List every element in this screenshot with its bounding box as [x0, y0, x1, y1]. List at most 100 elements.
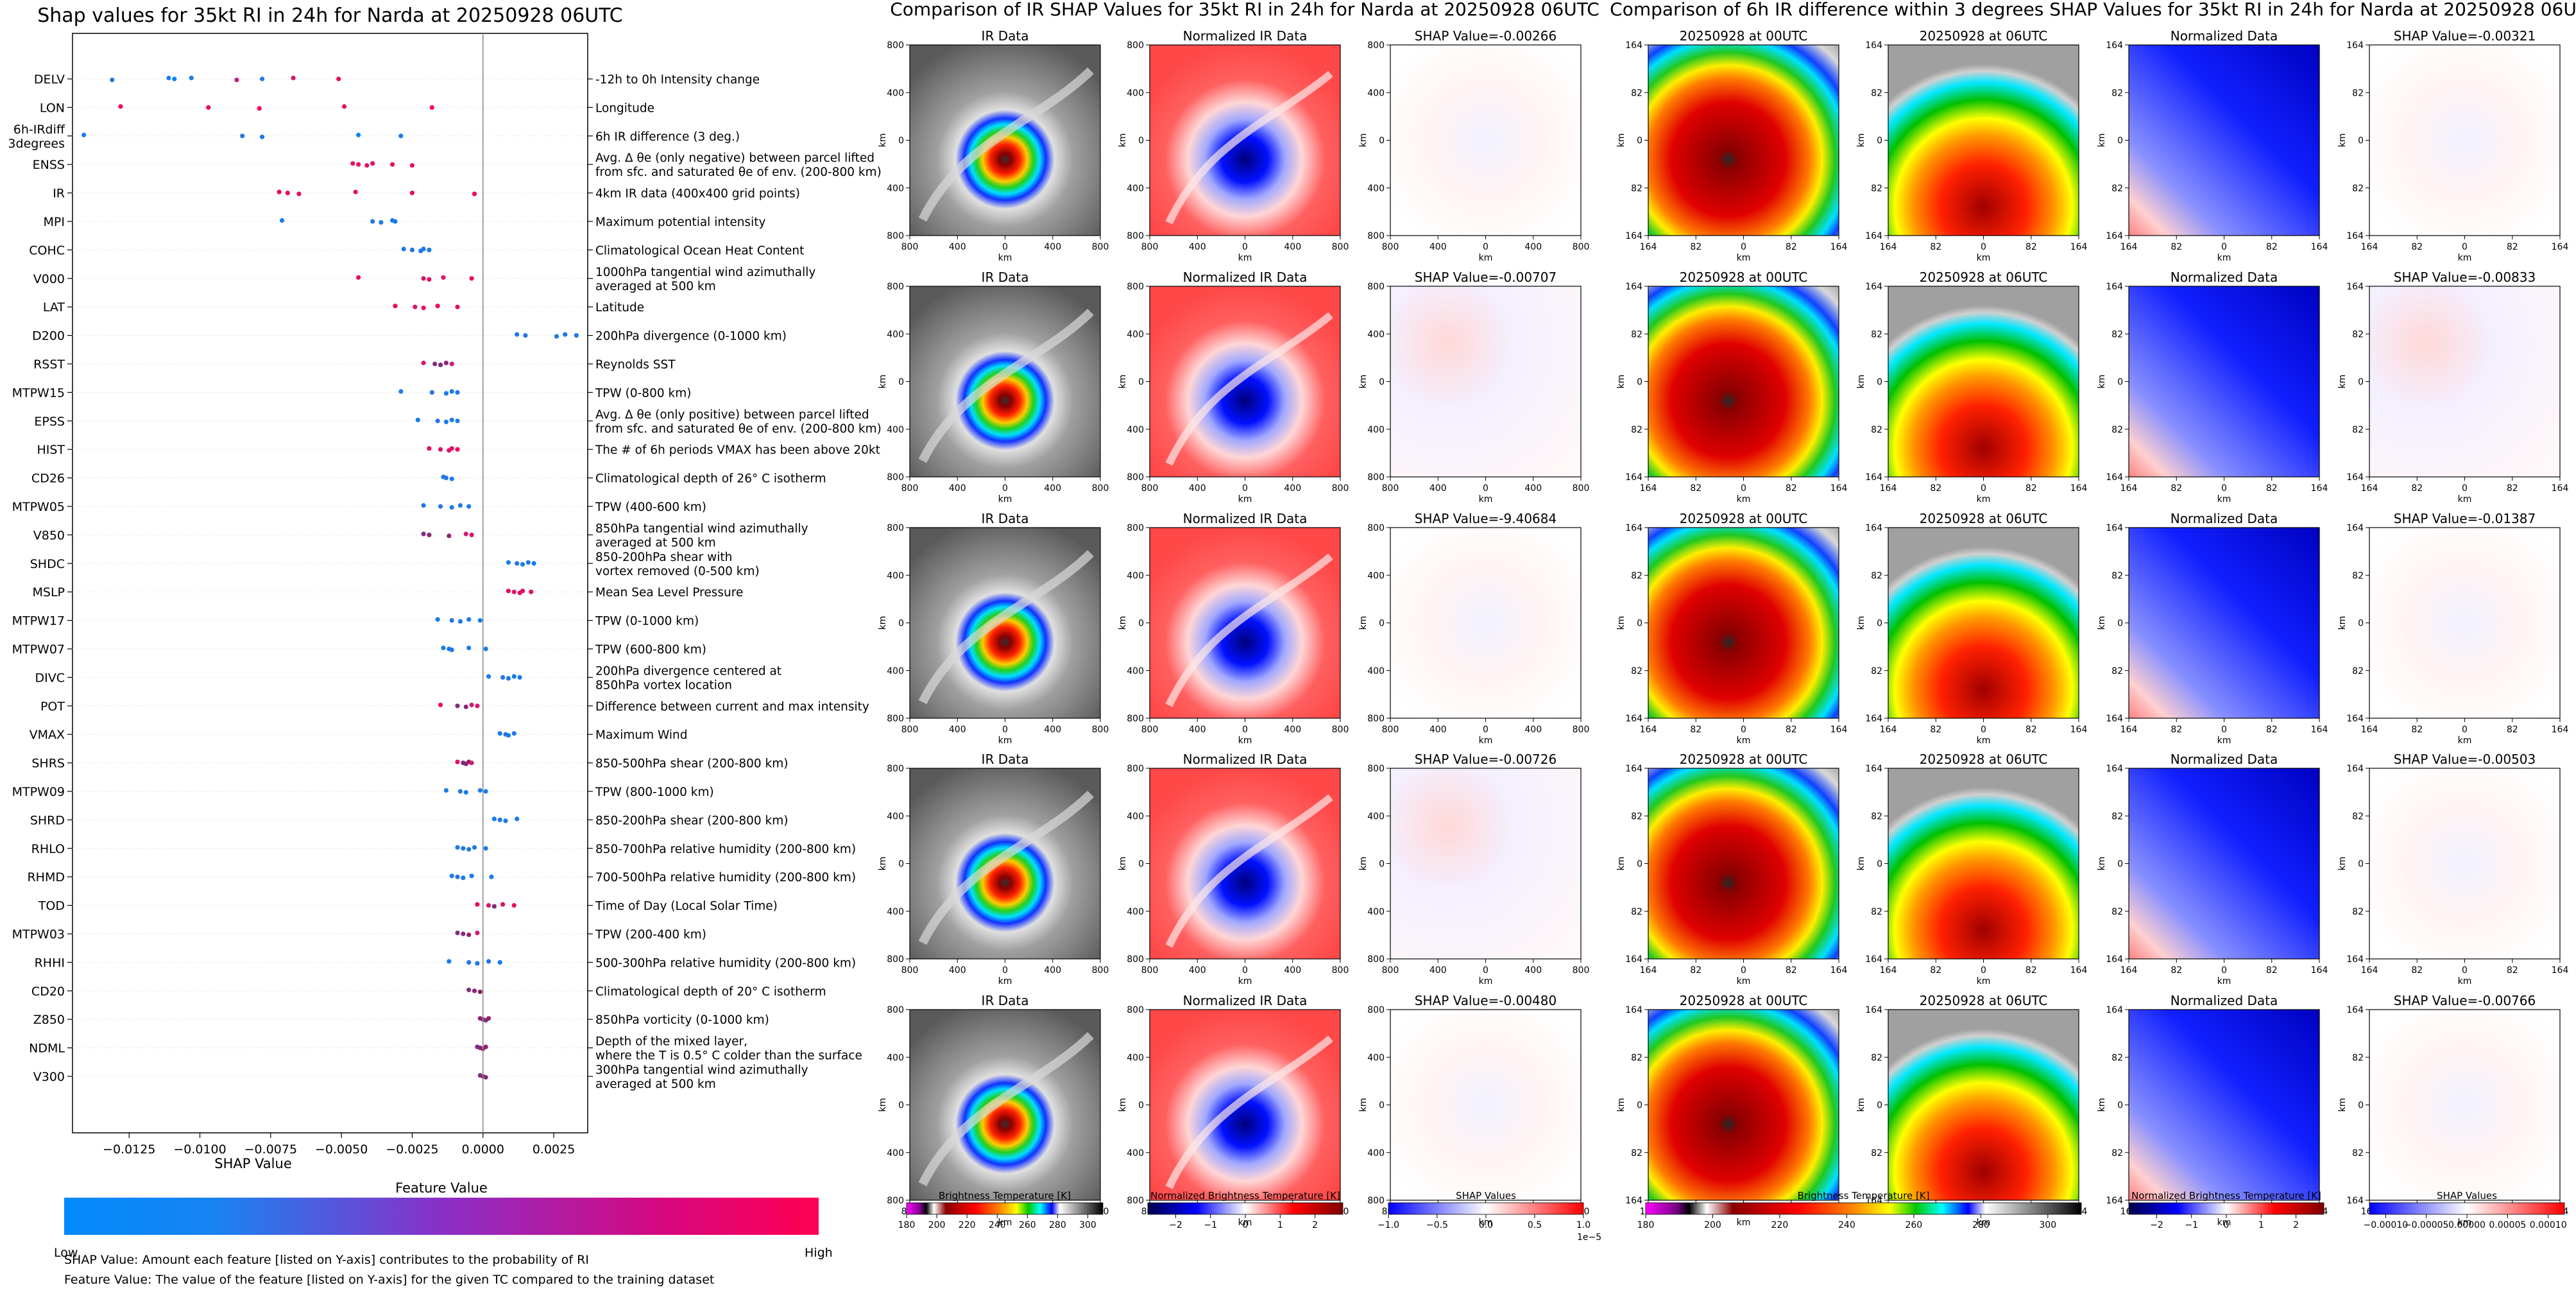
y-tick-label: 82	[1871, 666, 1882, 676]
feature-label: MTPW07	[12, 642, 65, 657]
x-tick-label: 0	[2462, 965, 2468, 976]
y-tick-label: 82	[2111, 907, 2123, 917]
x-tick-label: 0	[1242, 483, 1248, 494]
y-tick-label: 0	[898, 619, 904, 629]
x-tick-label: 0	[1002, 483, 1008, 494]
x-axis-label: SHAP Value	[214, 1156, 292, 1171]
feature-description: 850hPa vortex location	[595, 678, 732, 692]
panel-title: 20250928 at 00UTC	[1680, 511, 1808, 526]
feature-description: averaged at 500 km	[595, 280, 716, 293]
x-tick-label: 82	[1930, 965, 1941, 976]
shap-point	[449, 389, 454, 394]
y-tick-label: 400	[1367, 811, 1385, 822]
shap-point	[364, 163, 370, 168]
y-tick-label: 400	[887, 329, 904, 340]
y-tick-label: 400	[1367, 571, 1385, 581]
y-tick-label: 164	[2346, 1005, 2364, 1015]
colorbar	[906, 1202, 1104, 1215]
shap-point	[438, 702, 443, 707]
normalized-diff-image	[2129, 528, 2319, 718]
y-tick-label: 164	[1625, 282, 1642, 292]
x-tick-label: 164	[2361, 242, 2378, 252]
y-tick-label: 164	[2346, 40, 2364, 51]
shap-point	[435, 617, 440, 622]
ir-image	[910, 286, 1100, 477]
x-tick-label: 400	[1044, 965, 1061, 976]
feature-description: 6h IR difference (3 deg.)	[595, 130, 740, 144]
shap-summary-plot: Shap values for 35kt RI in 24h for Narda…	[8, 4, 881, 1287]
feature-description: 500-300hPa relative humidity (200-800 km…	[595, 956, 856, 970]
panel-title: SHAP Value=-0.00321	[2394, 28, 2536, 44]
y-tick-label: 800	[1367, 523, 1385, 533]
shap-point	[118, 104, 123, 109]
shap-point	[455, 845, 460, 850]
shap-point	[421, 531, 426, 537]
normalized-ir-panel: Normalized IR Data8008004004000040040080…	[1118, 752, 1349, 986]
colorbar-label: Brightness Temperature [K]	[939, 1190, 1071, 1202]
irdiff-normalized-panel: Normalized Data1641648282008282164164kmk…	[2097, 270, 2328, 504]
irdiff-shap-panel: SHAP Value=-0.00503164164828200828216416…	[2337, 752, 2568, 986]
y-tick-label: 164	[1865, 764, 1882, 774]
feature-label: Z850	[33, 1013, 65, 1027]
x-tick-label: 400	[1429, 965, 1447, 976]
y-axis-label: km	[1856, 134, 1866, 148]
x-tick-label: 82	[1690, 965, 1702, 976]
x-tick-label: 164	[2070, 483, 2088, 494]
x-tick-label: 164	[1830, 725, 1848, 735]
x-tick-label: 800	[1573, 242, 1590, 252]
shap-point	[341, 104, 347, 109]
shap-point	[477, 788, 482, 793]
y-tick-label: 800	[1367, 714, 1385, 724]
colorbar-tick-label: 0	[1243, 1220, 1249, 1230]
x-axis-label: km	[1238, 976, 1252, 986]
y-tick-label: 0	[1379, 859, 1385, 870]
x-tick-label: 164	[1830, 965, 1848, 976]
panel-title: SHAP Value=-0.00707	[1415, 270, 1557, 285]
feature-label: V300	[33, 1070, 65, 1084]
shap-point	[356, 162, 361, 167]
shap-point	[455, 759, 460, 764]
y-tick-label: 164	[1625, 1005, 1642, 1015]
feature-label: MSLP	[33, 585, 65, 599]
y-tick-label: 164	[2346, 714, 2364, 724]
cloud-band	[1165, 1035, 1333, 1189]
shap-point	[529, 589, 534, 594]
y-tick-label: 0	[1877, 1101, 1882, 1111]
y-tick-label: 82	[1871, 329, 1882, 340]
y-tick-label: 164	[2106, 231, 2123, 241]
x-tick-label: 800	[901, 483, 919, 494]
shap-point	[497, 817, 502, 822]
normalized-ir-panel: Normalized IR Data8008004004000040040080…	[1118, 511, 1349, 746]
y-tick-label: 800	[1367, 1005, 1385, 1015]
x-axis-label: km	[1479, 494, 1493, 504]
shap-point	[172, 76, 177, 82]
y-tick-label: 164	[2106, 714, 2123, 724]
x-tick-label: 82	[2507, 483, 2518, 494]
colorbar-tick-label: 280	[1972, 1220, 1990, 1230]
bt-06utc-image	[1888, 286, 2079, 477]
shap-point	[463, 531, 468, 537]
x-tick-label: 0	[2221, 483, 2227, 494]
x-tick-label: 82	[2171, 725, 2182, 735]
feature-label: 6h-IRdiff	[13, 123, 65, 137]
shap-point	[466, 932, 472, 938]
shap-point	[435, 418, 440, 424]
panel-title: 20250928 at 06UTC	[1920, 752, 2048, 767]
x-axis-label: km	[2217, 1218, 2231, 1228]
x-tick-label: 82	[2026, 725, 2037, 735]
shap-point	[291, 75, 296, 81]
x-tick-label: 800	[1332, 965, 1349, 976]
y-tick-label: 800	[1367, 472, 1385, 483]
y-tick-label: 0	[1637, 1101, 1642, 1111]
feature-description: Reynolds SST	[595, 358, 676, 372]
feature-description: Climatological depth of 20° C isotherm	[595, 985, 826, 999]
y-axis-label: km	[1616, 375, 1626, 389]
x-tick-label: 164	[1830, 483, 1848, 494]
y-tick-label: 800	[1127, 523, 1144, 533]
feature-description: 850-700hPa relative humidity (200-800 km…	[595, 843, 856, 856]
y-tick-label: 0	[1379, 136, 1385, 146]
shap-point	[475, 703, 480, 709]
x-tick-label: 0.0025	[533, 1142, 575, 1157]
x-tick-label: 82	[2171, 965, 2182, 976]
colorbar-tick-label: 300	[2039, 1220, 2056, 1230]
